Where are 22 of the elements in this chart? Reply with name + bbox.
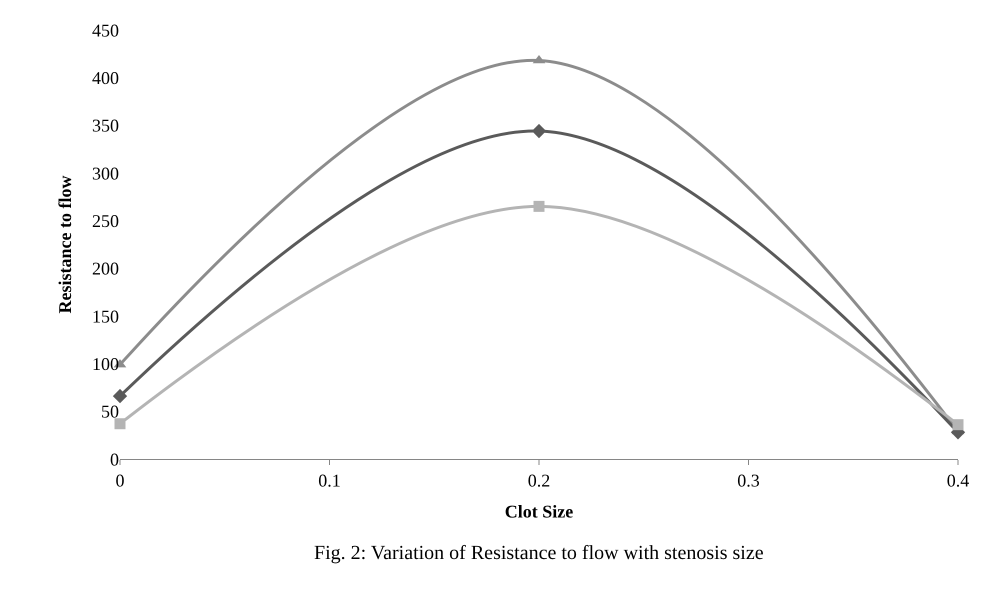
x-tick-label: 0.4: [946, 470, 970, 491]
point: [112, 388, 128, 404]
y-tick-label: 350: [92, 116, 119, 136]
y-tick-label: 250: [92, 210, 119, 231]
caption: Fig. 2: Variation of Resistance to flow with stenosis size: [314, 542, 764, 564]
y-tick-label: 300: [92, 163, 119, 184]
point: [114, 418, 126, 430]
y-axis-title: Resistance to flow: [55, 176, 76, 314]
y-tick-label: 100: [92, 354, 119, 374]
point: [952, 419, 964, 430]
point: [534, 200, 544, 212]
point: [532, 124, 546, 138]
y-tick-label: 50: [101, 402, 119, 422]
x-tick-label: 0.1: [318, 470, 341, 491]
x-axis-title: Clot Size: [504, 502, 574, 522]
x-tick-label: 0.2: [528, 470, 550, 491]
y-tick-label: 200: [92, 258, 119, 279]
y-tick-label: 0: [110, 449, 119, 470]
y-tick-label: 400: [92, 68, 119, 88]
y-tick-label: 450: [92, 20, 119, 40]
x-tick-label: 0.3: [737, 470, 760, 491]
y-tick-label: 150: [92, 306, 119, 326]
